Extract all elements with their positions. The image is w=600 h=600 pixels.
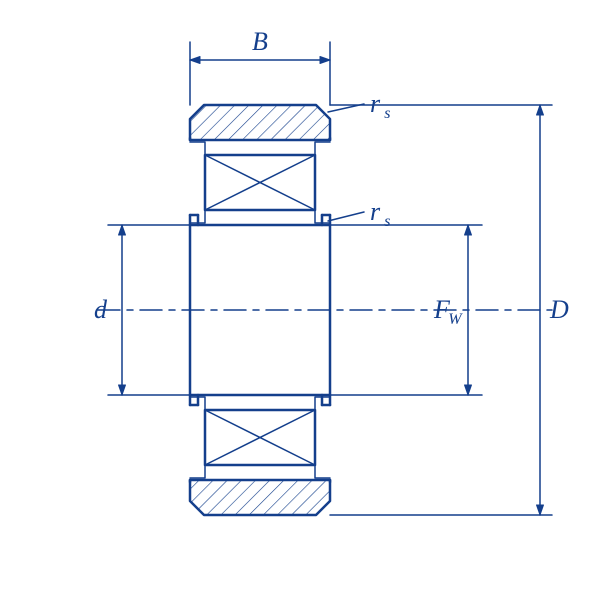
dimension-label: d [94, 295, 108, 324]
label-b: B [252, 27, 268, 56]
dimension-label: s [384, 213, 390, 230]
dimension-label: r [370, 197, 381, 226]
bearing-cross-section-diagram: BdFWDrsrs [0, 0, 600, 600]
dimension-label: W [448, 311, 463, 328]
dimension-label: D [549, 295, 569, 324]
dimension-label: s [384, 105, 390, 122]
dimension-label: r [370, 89, 381, 118]
